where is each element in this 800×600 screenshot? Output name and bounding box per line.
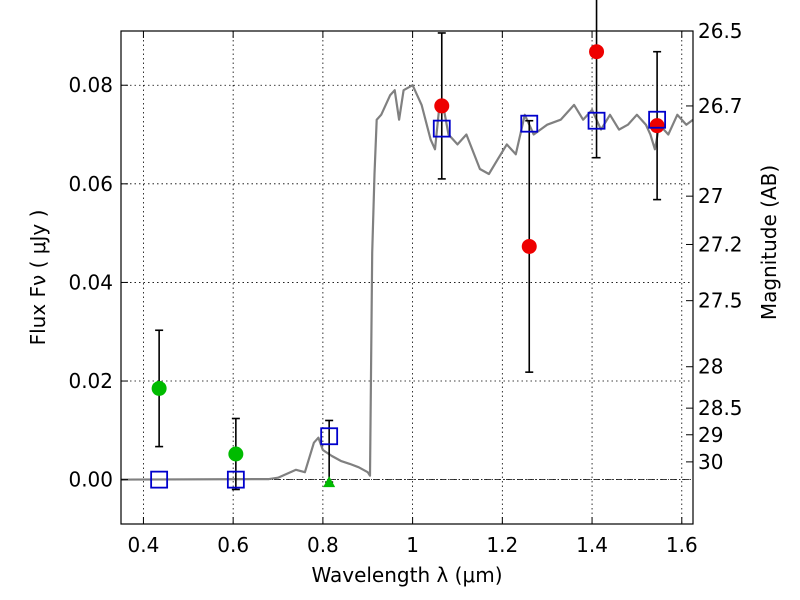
model-square [320, 427, 339, 446]
data-point [521, 238, 537, 254]
data-point [151, 380, 167, 396]
magnitude-axis-ticks: 26.5 26.7 27 27.2 27.5 28 28.5 29 30 [686, 19, 743, 474]
magnitude-tick-label: 27.5 [698, 289, 743, 313]
data-point [589, 44, 605, 60]
x-axis-ticks: 0.4 0.6 0.8 1 1.2 1.4 1.6 [128, 31, 698, 557]
model-square [150, 470, 169, 489]
x-tick-label: 1 [406, 533, 419, 557]
magnitude-axis-title: Magnitude (AB) [757, 165, 781, 320]
data-point [434, 98, 450, 114]
magnitude-tick-label: 28 [698, 355, 723, 379]
x-tick-label: 1.4 [576, 533, 608, 557]
magnitude-tick-label: 26.5 [698, 19, 743, 43]
model-square [587, 111, 606, 130]
y-tick-label: 0.00 [68, 468, 113, 492]
y-axis-ticks: 0.00 0.02 0.04 0.06 0.08 [68, 73, 128, 492]
model-square [520, 114, 539, 133]
y-tick-label: 0.08 [68, 73, 113, 97]
error-bars [155, 0, 662, 491]
magnitude-tick-label: 26.7 [698, 94, 743, 118]
magnitude-tick-label: 27 [698, 184, 723, 208]
magnitude-tick-label: 29 [698, 423, 723, 447]
x-axis-title: Wavelength λ (μm) [311, 563, 502, 587]
magnitude-tick-label: 30 [698, 450, 723, 474]
upper-limit-marker [323, 476, 336, 488]
data-point [228, 446, 244, 462]
magnitude-tick-label: 27.2 [698, 232, 743, 256]
y-tick-label: 0.06 [68, 172, 113, 196]
y-axis-title: Flux Fν ( μJy ) [26, 210, 50, 346]
y-tick-label: 0.02 [68, 369, 113, 393]
model-square [432, 119, 451, 138]
y-tick-label: 0.04 [68, 270, 113, 294]
model-square [226, 470, 245, 489]
data-markers [150, 44, 667, 489]
model-square [648, 110, 667, 129]
plot-frame [120, 30, 694, 525]
data-point [649, 118, 665, 134]
grid-lines [121, 31, 693, 524]
x-tick-label: 0.4 [128, 533, 160, 557]
magnitude-tick-label: 28.5 [698, 396, 743, 420]
x-tick-label: 0.8 [307, 533, 339, 557]
x-tick-label: 0.6 [217, 533, 249, 557]
x-tick-label: 1.2 [486, 533, 518, 557]
x-tick-label: 1.6 [666, 533, 698, 557]
